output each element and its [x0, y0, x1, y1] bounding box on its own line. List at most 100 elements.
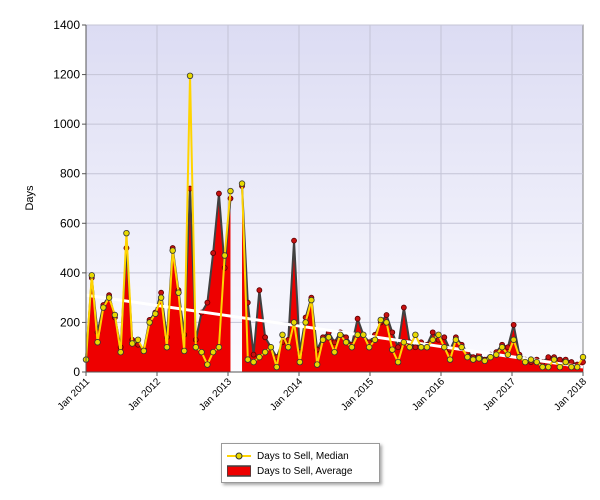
median-point: [337, 331, 344, 339]
median-point: [522, 358, 529, 366]
median-point: [175, 289, 182, 296]
median-point: [186, 72, 194, 80]
median-point: [209, 348, 217, 356]
x-tick-label: Jan 2015: [339, 376, 376, 413]
y-tick-label: 800: [60, 167, 80, 181]
median-point: [446, 356, 454, 363]
median-point: [452, 336, 460, 343]
median-point: [204, 361, 211, 368]
legend: Days to Sell, Median Days to Sell, Avera…: [221, 443, 380, 483]
median-point: [568, 363, 575, 371]
median-point: [111, 311, 119, 319]
median-point: [348, 344, 356, 351]
median-point: [510, 336, 517, 343]
median-point: [371, 336, 379, 343]
median-point: [105, 294, 113, 301]
median-point: [360, 331, 367, 339]
x-tick-label: Jan 2017: [481, 376, 518, 413]
median-point: [163, 344, 171, 351]
median-point: [227, 187, 234, 195]
median-point: [412, 331, 419, 339]
median-point: [504, 351, 512, 358]
median-point: [198, 348, 205, 356]
median-point: [377, 316, 384, 324]
average-point: [204, 299, 211, 306]
median-point: [152, 310, 159, 317]
median-point: [273, 363, 280, 371]
average-point: [545, 354, 552, 361]
median-point: [308, 296, 315, 304]
y-tick-label: 600: [60, 216, 80, 230]
median-point: [481, 357, 488, 365]
median-point: [94, 339, 101, 346]
y-tick-label: 1200: [53, 68, 80, 82]
median-point: [556, 363, 564, 371]
median-point: [550, 356, 558, 363]
median-point: [429, 336, 436, 343]
median-point: [400, 339, 408, 346]
y-axis-label: Days: [24, 185, 36, 211]
median-point: [302, 319, 309, 326]
median-point: [296, 358, 304, 366]
average-point: [395, 344, 401, 351]
median-point: [319, 336, 327, 343]
median-point: [285, 344, 292, 351]
median-point: [394, 358, 402, 366]
median-point: [533, 358, 540, 366]
legend-item-average: Days to Sell, Average: [226, 464, 352, 478]
average-point: [510, 322, 517, 328]
median-point: [267, 344, 275, 351]
average-point: [441, 334, 448, 341]
median-point: [342, 339, 350, 346]
median-point: [256, 353, 263, 361]
average-point: [158, 289, 165, 296]
median-point: [192, 344, 200, 351]
median-point: [389, 346, 396, 353]
median-point: [435, 331, 442, 339]
median-point: [469, 356, 477, 363]
legend-average-swatch: [226, 465, 252, 477]
median-point: [331, 348, 338, 356]
median-point: [238, 180, 246, 187]
median-point: [169, 247, 176, 254]
average-point: [429, 329, 436, 336]
median-point: [417, 344, 425, 351]
median-point: [487, 353, 494, 361]
y-tick-label: 400: [60, 266, 80, 280]
median-point: [290, 319, 298, 326]
median-point: [562, 358, 569, 366]
x-tick-label: Jan 2011: [56, 376, 93, 413]
x-tick-label: Jan 2016: [410, 376, 447, 413]
average-point: [291, 237, 297, 244]
median-point: [250, 358, 257, 366]
average-point: [262, 334, 269, 341]
median-point: [146, 319, 153, 326]
median-point: [325, 334, 332, 341]
median-point: [117, 348, 124, 356]
median-point: [261, 348, 269, 356]
median-point: [516, 353, 523, 361]
average-point: [412, 344, 419, 351]
median-point: [157, 294, 165, 301]
average-point: [354, 315, 361, 322]
legend-median-label: Days to Sell, Median: [257, 450, 349, 462]
median-point: [100, 304, 107, 311]
median-point: [215, 344, 223, 351]
y-tick-label: 1000: [53, 117, 80, 131]
median-point: [458, 344, 465, 351]
median-point: [441, 344, 448, 351]
median-point: [406, 344, 413, 351]
median-point: [221, 252, 228, 259]
median-point: [354, 331, 361, 339]
median-point: [423, 344, 431, 351]
median-series: [82, 72, 587, 371]
median-point: [579, 353, 587, 361]
median-point: [88, 272, 95, 279]
median-point: [498, 344, 506, 351]
y-tick-label: 1400: [53, 18, 80, 32]
average-point: [216, 190, 222, 197]
median-point: [545, 363, 552, 371]
median-point: [475, 355, 483, 362]
median-point: [244, 356, 252, 363]
